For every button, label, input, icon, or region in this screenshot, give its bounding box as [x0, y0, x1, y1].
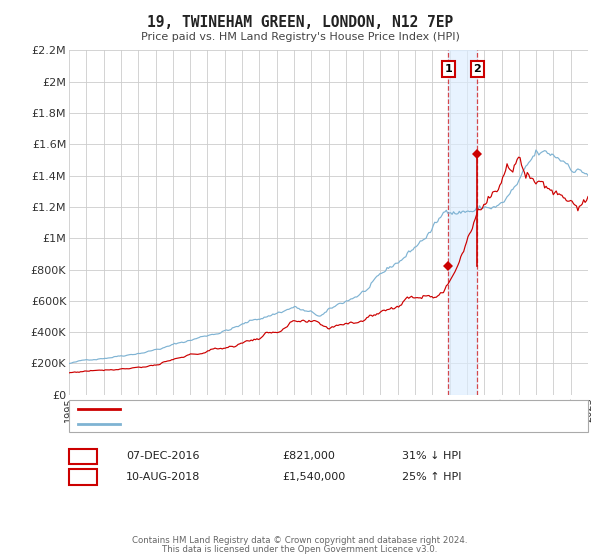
Text: 2: 2 — [79, 470, 87, 484]
Text: HPI: Average price, detached house, Barnet: HPI: Average price, detached house, Barn… — [129, 419, 357, 429]
Bar — [448, 50, 478, 395]
Text: £821,000: £821,000 — [282, 451, 335, 461]
Text: 10-AUG-2018: 10-AUG-2018 — [126, 472, 200, 482]
Text: 1: 1 — [79, 450, 87, 463]
Text: Price paid vs. HM Land Registry's House Price Index (HPI): Price paid vs. HM Land Registry's House … — [140, 32, 460, 43]
Text: 25% ↑ HPI: 25% ↑ HPI — [402, 472, 461, 482]
Text: 2: 2 — [473, 64, 481, 74]
Text: This data is licensed under the Open Government Licence v3.0.: This data is licensed under the Open Gov… — [163, 545, 437, 554]
Text: Contains HM Land Registry data © Crown copyright and database right 2024.: Contains HM Land Registry data © Crown c… — [132, 536, 468, 545]
Text: £1,540,000: £1,540,000 — [282, 472, 345, 482]
Text: 19, TWINEHAM GREEN, LONDON, N12 7EP: 19, TWINEHAM GREEN, LONDON, N12 7EP — [147, 15, 453, 30]
Text: 31% ↓ HPI: 31% ↓ HPI — [402, 451, 461, 461]
Text: 07-DEC-2016: 07-DEC-2016 — [126, 451, 199, 461]
Text: 19, TWINEHAM GREEN, LONDON, N12 7EP (detached house): 19, TWINEHAM GREEN, LONDON, N12 7EP (det… — [129, 404, 443, 414]
Text: 1: 1 — [445, 64, 452, 74]
